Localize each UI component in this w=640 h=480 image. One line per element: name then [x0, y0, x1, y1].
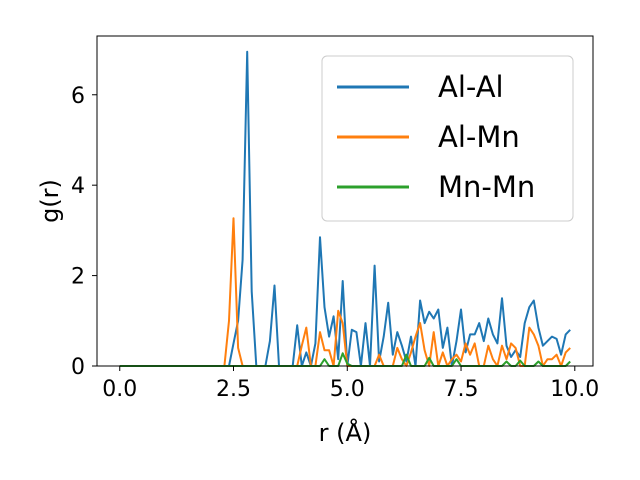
y-axis: 0 2 4 6	[71, 84, 97, 380]
x-tick-label: 0.0	[102, 377, 137, 402]
y-axis-label: g(r)	[36, 179, 64, 223]
x-tick-label: 2.5	[216, 377, 251, 402]
y-tick-label: 2	[71, 265, 85, 290]
x-axis: 0.0 2.5 5.0 7.5 10.0	[102, 366, 599, 402]
plot-frame	[96, 35, 594, 367]
legend-label-mn-mn: Mn-Mn	[438, 170, 535, 204]
x-tick-label: 5.0	[330, 377, 365, 402]
legend-box	[321, 55, 574, 222]
x-tick-label: 10.0	[550, 377, 599, 402]
x-axis-label: r (Å)	[319, 418, 372, 447]
series-line-al-mn	[119, 217, 571, 367]
series-line-mn-mn	[119, 352, 571, 367]
y-tick-label: 0	[71, 355, 85, 380]
y-tick-label: 6	[71, 84, 85, 109]
x-tick-label: 7.5	[444, 377, 479, 402]
plot-area	[96, 35, 594, 367]
legend: Al-Al Al-Mn Mn-Mn	[321, 55, 574, 222]
y-tick-label: 4	[71, 174, 85, 199]
legend-label-al-al: Al-Al	[438, 70, 504, 104]
legend-label-al-mn: Al-Mn	[438, 120, 520, 154]
